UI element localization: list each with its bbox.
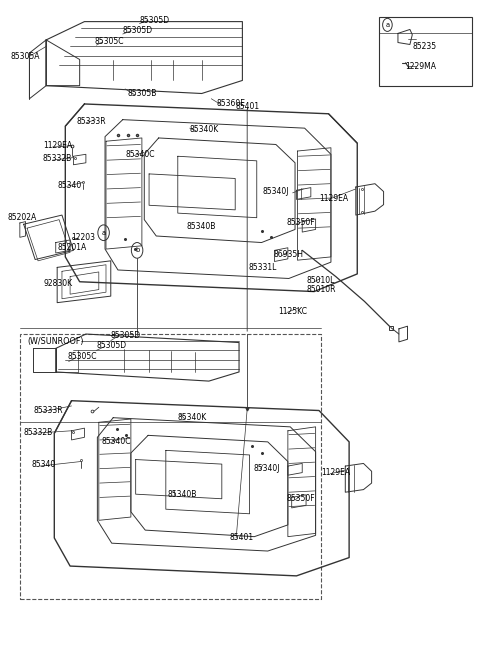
Text: 85340K: 85340K <box>178 413 207 422</box>
Text: 85305B: 85305B <box>128 89 157 98</box>
Text: 85340: 85340 <box>32 460 56 469</box>
Text: 85331L: 85331L <box>249 263 277 272</box>
Text: 85340: 85340 <box>57 181 82 189</box>
Text: 85340B: 85340B <box>167 490 197 498</box>
Text: a: a <box>385 22 389 28</box>
Text: (W/SUNROOF): (W/SUNROOF) <box>27 337 84 346</box>
Text: 85010L: 85010L <box>306 276 335 285</box>
Text: 85010R: 85010R <box>306 285 336 294</box>
Text: 85350F: 85350F <box>287 218 315 227</box>
Text: a: a <box>102 230 106 236</box>
Text: 1129EA: 1129EA <box>43 141 72 150</box>
Text: 85305C: 85305C <box>68 352 97 362</box>
Text: 85332B: 85332B <box>43 155 72 163</box>
Text: 1129EA: 1129EA <box>322 468 350 477</box>
Text: 85332B: 85332B <box>24 428 53 437</box>
Text: 85201A: 85201A <box>57 242 86 252</box>
Text: 1129EA: 1129EA <box>319 194 348 202</box>
Text: 85305D: 85305D <box>96 341 127 350</box>
Text: 85340C: 85340C <box>101 438 131 446</box>
Text: 1125KC: 1125KC <box>278 307 307 316</box>
Text: 85333R: 85333R <box>33 406 63 415</box>
Text: 85401: 85401 <box>229 533 253 542</box>
Text: 86935H: 86935H <box>274 250 303 259</box>
Text: 92830K: 92830K <box>44 278 73 288</box>
Text: 85340J: 85340J <box>263 187 289 196</box>
Text: 85340C: 85340C <box>125 150 155 159</box>
Text: b: b <box>135 248 139 253</box>
Text: 85305C: 85305C <box>94 37 123 46</box>
Text: 85202A: 85202A <box>8 213 37 222</box>
Text: 85360E: 85360E <box>216 99 245 108</box>
Text: 85340J: 85340J <box>253 464 280 472</box>
Text: 85305D: 85305D <box>111 331 141 340</box>
Text: 85350F: 85350F <box>287 495 315 503</box>
Bar <box>379 17 472 86</box>
Text: 85340B: 85340B <box>186 221 216 231</box>
Text: 85305D: 85305D <box>140 16 169 25</box>
Text: 85333R: 85333R <box>76 117 106 126</box>
Text: 85305D: 85305D <box>123 26 153 35</box>
Text: 85235: 85235 <box>412 42 436 51</box>
Text: 85305A: 85305A <box>10 52 40 61</box>
Text: 12203: 12203 <box>72 233 96 242</box>
Bar <box>20 334 322 599</box>
Text: 85401: 85401 <box>235 102 259 111</box>
Text: 85340K: 85340K <box>190 125 219 134</box>
Text: 1229MA: 1229MA <box>405 62 436 71</box>
